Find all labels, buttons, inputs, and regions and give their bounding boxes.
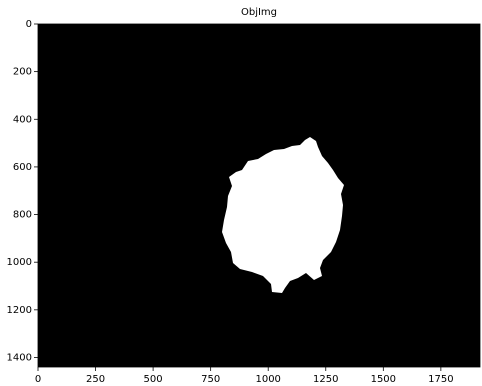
x-tick-label: 250 bbox=[86, 374, 105, 385]
y-tick-label: 800 bbox=[13, 210, 32, 221]
x-tick-label: 750 bbox=[201, 374, 220, 385]
y-tick-label: 200 bbox=[13, 67, 32, 78]
x-tick-label: 1000 bbox=[255, 374, 280, 385]
x-tick-label: 500 bbox=[144, 374, 163, 385]
y-tick-label: 1400 bbox=[7, 352, 32, 363]
y-tick-label: 0 bbox=[26, 19, 32, 30]
x-tick-label: 1500 bbox=[371, 374, 396, 385]
chart: ObjImg 0 250 500 750 1000 1250 1500 1750 0 200 400… bbox=[0, 0, 482, 386]
y-tick-label: 600 bbox=[13, 162, 32, 173]
page: {"chart_data": {"type": "image", "title"… bbox=[0, 0, 482, 386]
x-tick-label: 1250 bbox=[313, 374, 338, 385]
y-tick-label: 400 bbox=[13, 114, 32, 125]
x-tick-label: 1750 bbox=[428, 374, 453, 385]
chart-title: ObjImg bbox=[241, 7, 277, 18]
x-tick-label: 0 bbox=[35, 374, 41, 385]
y-tick-label: 1200 bbox=[7, 305, 32, 316]
y-tick-label: 1000 bbox=[7, 257, 32, 268]
